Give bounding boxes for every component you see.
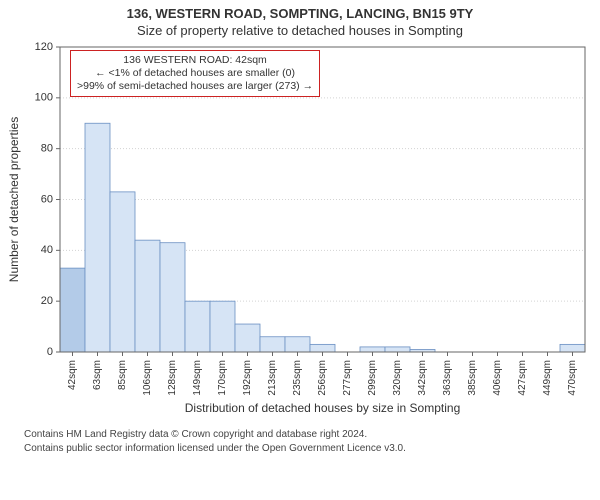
attribution-line3: Contains public sector information licen… — [24, 442, 590, 456]
svg-text:60: 60 — [41, 193, 53, 205]
callout-line3: >99% of semi-detached houses are larger … — [77, 80, 313, 93]
svg-text:342sqm: 342sqm — [417, 360, 428, 396]
svg-text:192sqm: 192sqm — [242, 360, 253, 396]
svg-text:170sqm: 170sqm — [217, 360, 228, 396]
svg-text:42sqm: 42sqm — [67, 360, 78, 390]
svg-text:20: 20 — [41, 295, 53, 307]
svg-text:449sqm: 449sqm — [542, 360, 553, 396]
svg-text:235sqm: 235sqm — [292, 360, 303, 396]
svg-text:470sqm: 470sqm — [567, 360, 578, 396]
svg-text:149sqm: 149sqm — [192, 360, 203, 396]
chart-address-title: 136, WESTERN ROAD, SOMPTING, LANCING, BN… — [0, 0, 600, 21]
svg-text:406sqm: 406sqm — [492, 360, 503, 396]
attribution-block: Contains HM Land Registry data © Crown c… — [0, 422, 600, 455]
svg-text:427sqm: 427sqm — [517, 360, 528, 396]
svg-text:277sqm: 277sqm — [342, 360, 353, 396]
attribution-line1: Contains HM Land Registry data © Crown c… — [24, 428, 590, 442]
svg-text:85sqm: 85sqm — [117, 360, 128, 390]
svg-text:128sqm: 128sqm — [167, 360, 178, 396]
svg-text:106sqm: 106sqm — [142, 360, 153, 396]
svg-text:299sqm: 299sqm — [367, 360, 378, 396]
svg-text:0: 0 — [47, 346, 53, 358]
callout-line1: 136 WESTERN ROAD: 42sqm — [77, 54, 313, 67]
chart-subtitle: Size of property relative to detached ho… — [0, 21, 600, 42]
svg-text:256sqm: 256sqm — [317, 360, 328, 396]
svg-text:320sqm: 320sqm — [392, 360, 403, 396]
svg-text:Distribution of detached house: Distribution of detached houses by size … — [185, 401, 461, 415]
svg-text:100: 100 — [35, 92, 53, 104]
svg-text:385sqm: 385sqm — [467, 360, 478, 396]
svg-text:80: 80 — [41, 143, 53, 155]
svg-text:Number of detached properties: Number of detached properties — [7, 117, 21, 282]
svg-text:120: 120 — [35, 42, 53, 53]
histogram-svg: 0 20 40 60 80 100 120 42sqm 63sqm 85sqm 106sqm 128s… — [0, 42, 600, 422]
svg-text:40: 40 — [41, 244, 53, 256]
callout-line2: ← <1% of detached houses are smaller (0) — [77, 67, 313, 80]
svg-text:213sqm: 213sqm — [267, 360, 278, 396]
svg-text:363sqm: 363sqm — [442, 360, 453, 396]
svg-text:63sqm: 63sqm — [92, 360, 103, 390]
chart-area: 0 20 40 60 80 100 120 42sqm 63sqm 85sqm 106sqm 128s… — [0, 42, 600, 422]
callout-box: 136 WESTERN ROAD: 42sqm ← <1% of detache… — [70, 50, 320, 97]
